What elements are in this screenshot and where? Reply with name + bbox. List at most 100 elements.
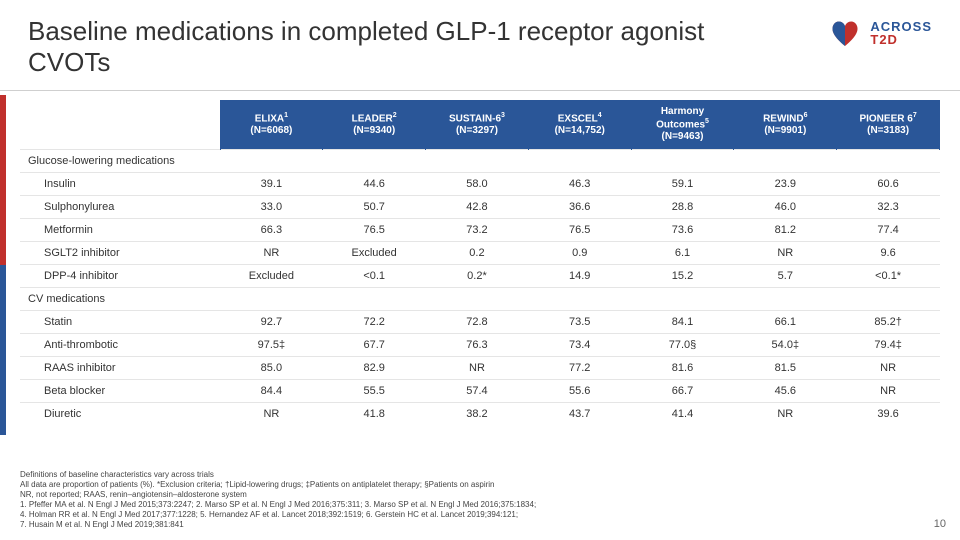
cell: 41.8 bbox=[323, 403, 426, 426]
table-body: Glucose-lowering medicationsInsulin39.14… bbox=[20, 150, 940, 426]
logo-line2: T2D bbox=[870, 33, 932, 46]
cell: 55.5 bbox=[323, 380, 426, 403]
cell: 79.4‡ bbox=[837, 334, 940, 357]
cell: 9.6 bbox=[837, 242, 940, 265]
footnote-line: 4. Holman RR et al. N Engl J Med 2017;37… bbox=[20, 510, 900, 520]
cell: 36.6 bbox=[528, 196, 631, 219]
row-label: SGLT2 inhibitor bbox=[20, 242, 220, 265]
cell: 85.0 bbox=[220, 357, 323, 380]
table-row: Statin92.772.272.873.584.166.185.2† bbox=[20, 311, 940, 334]
footnote-line: 7. Husain M et al. N Engl J Med 2019;381… bbox=[20, 520, 900, 530]
cell: 76.5 bbox=[323, 219, 426, 242]
cell: 14.9 bbox=[528, 265, 631, 288]
section-row: Glucose-lowering medications bbox=[20, 150, 940, 173]
footnotes: Definitions of baseline characteristics … bbox=[20, 470, 900, 530]
cell: 84.1 bbox=[631, 311, 734, 334]
row-label: Statin bbox=[20, 311, 220, 334]
cell: 58.0 bbox=[426, 173, 529, 196]
cell: 77.0§ bbox=[631, 334, 734, 357]
cell: 92.7 bbox=[220, 311, 323, 334]
column-header: PIONEER 67(N=3183) bbox=[837, 100, 940, 150]
page-title: Baseline medications in completed GLP‑1 … bbox=[28, 16, 728, 78]
cell: 0.2 bbox=[426, 242, 529, 265]
cell: 44.6 bbox=[323, 173, 426, 196]
cell: 81.6 bbox=[631, 357, 734, 380]
row-label: Diuretic bbox=[20, 403, 220, 426]
table-row: Anti-thrombotic97.5‡67.776.373.477.0§54.… bbox=[20, 334, 940, 357]
cell: 55.6 bbox=[528, 380, 631, 403]
row-label: Metformin bbox=[20, 219, 220, 242]
section-label: CV medications bbox=[20, 288, 940, 311]
row-label: DPP-4 inhibitor bbox=[20, 265, 220, 288]
cell: 46.0 bbox=[734, 196, 837, 219]
page-number: 10 bbox=[934, 518, 946, 530]
cell: 84.4 bbox=[220, 380, 323, 403]
table-row: Sulphonylurea33.050.742.836.628.846.032.… bbox=[20, 196, 940, 219]
table-header: ELIXA1(N=6068)LEADER2(N=9340)SUSTAIN-63(… bbox=[20, 100, 940, 150]
column-header: LEADER2(N=9340) bbox=[323, 100, 426, 150]
cell: 23.9 bbox=[734, 173, 837, 196]
cell: 54.0‡ bbox=[734, 334, 837, 357]
table-row: Beta blocker84.455.557.455.666.745.6NR bbox=[20, 380, 940, 403]
cell: 32.3 bbox=[837, 196, 940, 219]
section-row: CV medications bbox=[20, 288, 940, 311]
column-header: EXSCEL4(N=14,752) bbox=[528, 100, 631, 150]
cell: 38.2 bbox=[426, 403, 529, 426]
cell: 45.6 bbox=[734, 380, 837, 403]
cell: Excluded bbox=[220, 265, 323, 288]
cell: 97.5‡ bbox=[220, 334, 323, 357]
cell: 39.6 bbox=[837, 403, 940, 426]
brand-logo: ACROSS T2D bbox=[828, 16, 932, 50]
footnote-line: Definitions of baseline characteristics … bbox=[20, 470, 900, 480]
cell: 42.8 bbox=[426, 196, 529, 219]
row-label: Sulphonylurea bbox=[20, 196, 220, 219]
footnote-line: All data are proportion of patients (%).… bbox=[20, 480, 900, 490]
table-row: Insulin39.144.658.046.359.123.960.6 bbox=[20, 173, 940, 196]
cell: NR bbox=[734, 242, 837, 265]
slide: Baseline medications in completed GLP‑1 … bbox=[0, 0, 960, 540]
cell: 73.2 bbox=[426, 219, 529, 242]
cell: 6.1 bbox=[631, 242, 734, 265]
data-table-wrap: ELIXA1(N=6068)LEADER2(N=9340)SUSTAIN-63(… bbox=[20, 100, 940, 425]
heart-icon bbox=[828, 16, 862, 50]
cell: <0.1* bbox=[837, 265, 940, 288]
cell: 59.1 bbox=[631, 173, 734, 196]
cell: 77.2 bbox=[528, 357, 631, 380]
title-area: Baseline medications in completed GLP‑1 … bbox=[0, 0, 960, 86]
cell: NR bbox=[837, 357, 940, 380]
cell: 76.3 bbox=[426, 334, 529, 357]
column-header: ELIXA1(N=6068) bbox=[220, 100, 323, 150]
cell: 81.5 bbox=[734, 357, 837, 380]
divider bbox=[0, 90, 960, 91]
cell: 41.4 bbox=[631, 403, 734, 426]
cell: 73.6 bbox=[631, 219, 734, 242]
cell: 39.1 bbox=[220, 173, 323, 196]
cell: 57.4 bbox=[426, 380, 529, 403]
cell: 82.9 bbox=[323, 357, 426, 380]
cell: 15.2 bbox=[631, 265, 734, 288]
row-label: Beta blocker bbox=[20, 380, 220, 403]
cell: NR bbox=[220, 242, 323, 265]
cell: 5.7 bbox=[734, 265, 837, 288]
column-header: REWIND6(N=9901) bbox=[734, 100, 837, 150]
cell: 76.5 bbox=[528, 219, 631, 242]
section-label: Glucose-lowering medications bbox=[20, 150, 940, 173]
header-blank bbox=[20, 100, 220, 150]
accent-stripe bbox=[0, 95, 6, 435]
cell: 67.7 bbox=[323, 334, 426, 357]
cell: 0.2* bbox=[426, 265, 529, 288]
cell: NR bbox=[734, 403, 837, 426]
cell: 33.0 bbox=[220, 196, 323, 219]
data-table: ELIXA1(N=6068)LEADER2(N=9340)SUSTAIN-63(… bbox=[20, 100, 940, 425]
cell: Excluded bbox=[323, 242, 426, 265]
cell: 72.2 bbox=[323, 311, 426, 334]
cell: 73.5 bbox=[528, 311, 631, 334]
cell: 66.3 bbox=[220, 219, 323, 242]
cell: <0.1 bbox=[323, 265, 426, 288]
table-row: DiureticNR41.838.243.741.4NR39.6 bbox=[20, 403, 940, 426]
cell: 28.8 bbox=[631, 196, 734, 219]
logo-text: ACROSS T2D bbox=[870, 20, 932, 46]
table-row: RAAS inhibitor85.082.9NR77.281.681.5NR bbox=[20, 357, 940, 380]
row-label: Insulin bbox=[20, 173, 220, 196]
cell: 43.7 bbox=[528, 403, 631, 426]
